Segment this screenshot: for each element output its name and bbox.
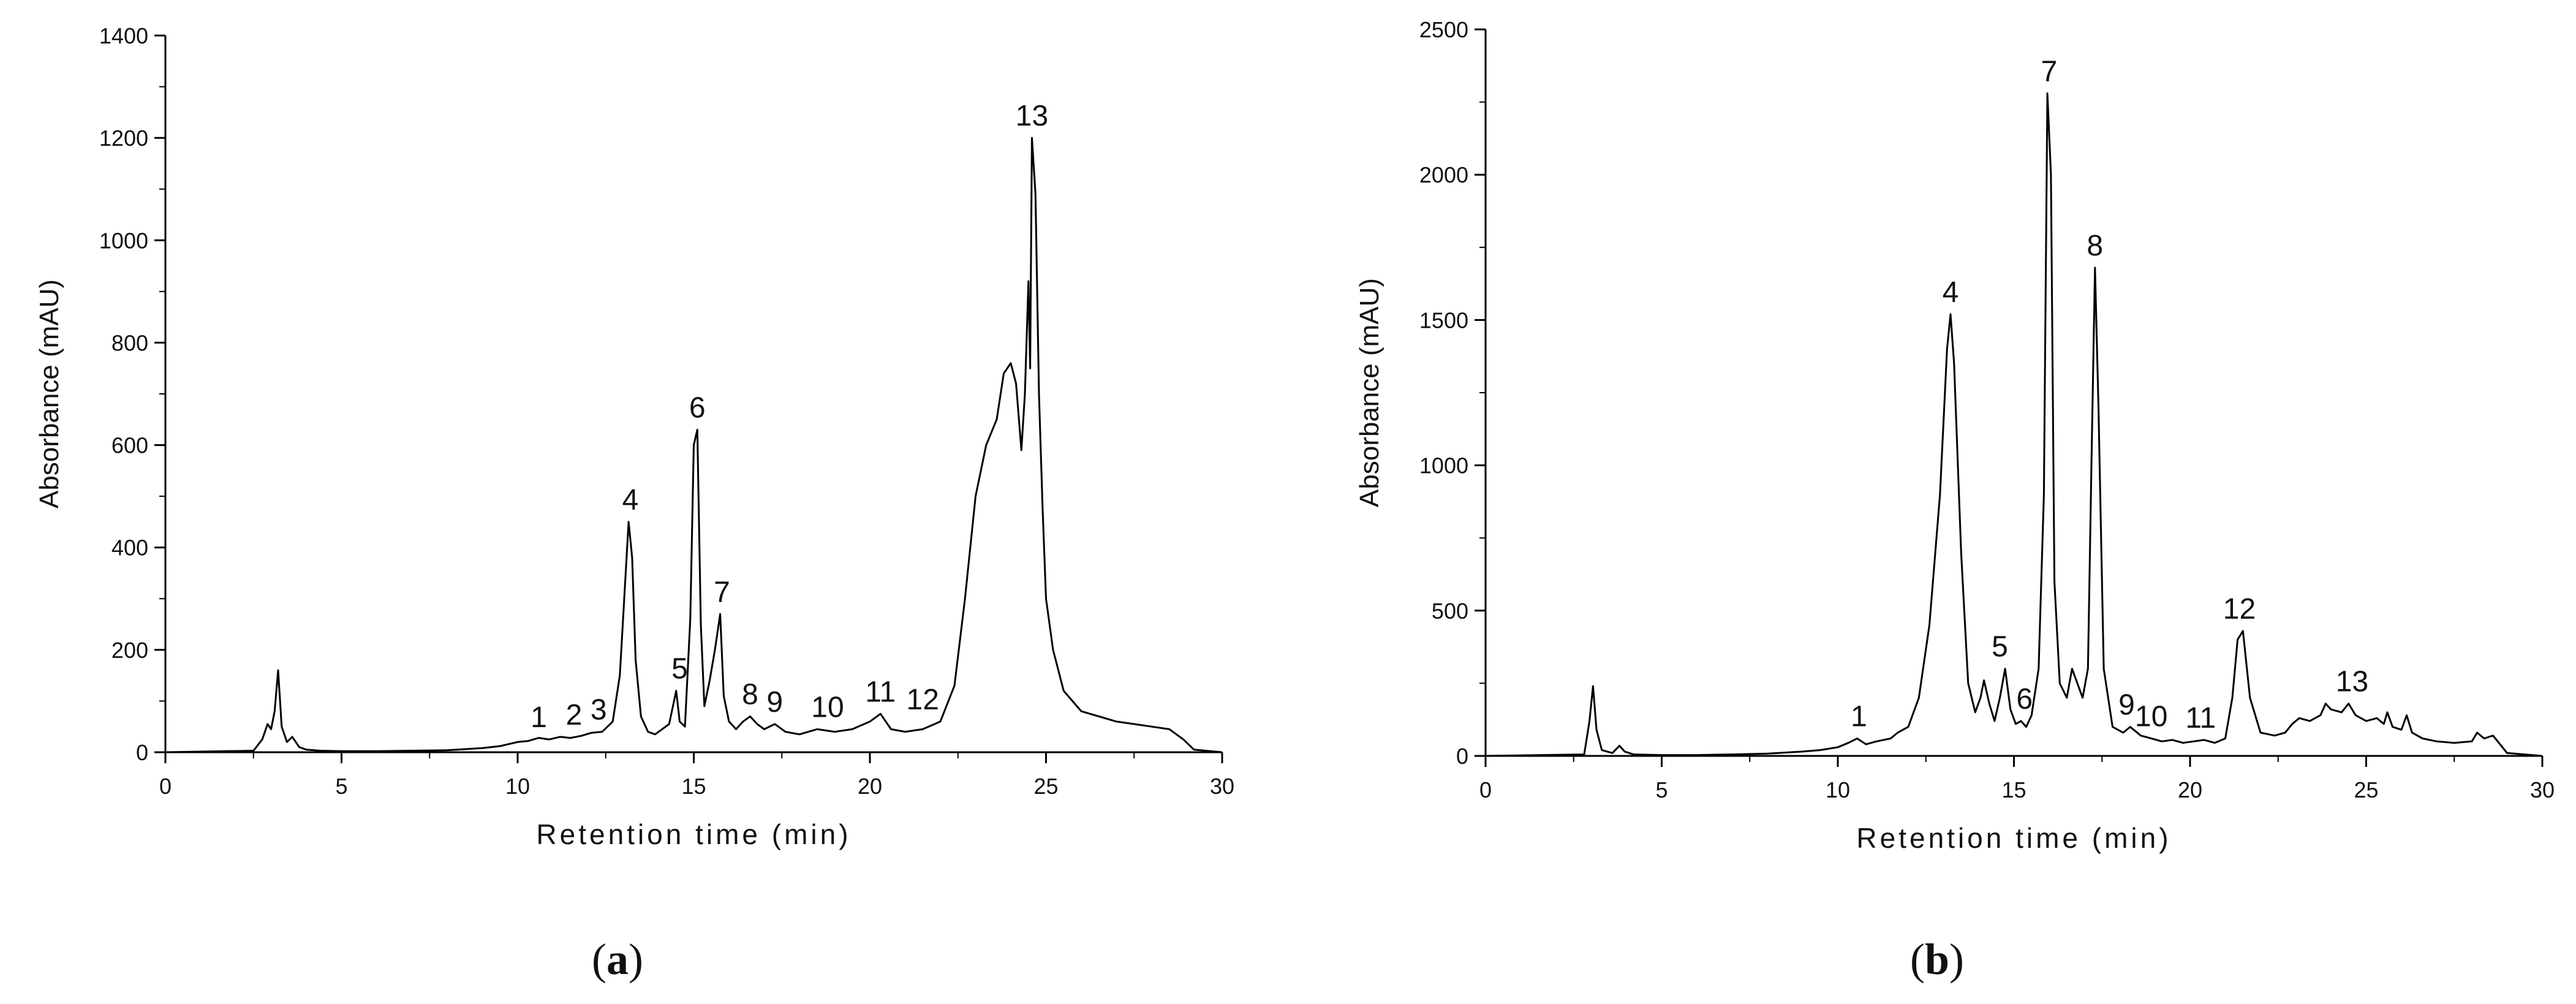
chart-b-peak-label: 6 xyxy=(2016,683,2033,715)
chart-a-peak-label: 10 xyxy=(811,691,844,723)
chart-b-peak-label: 12 xyxy=(2223,593,2256,625)
chart-a-y-tick-label: 1200 xyxy=(99,126,148,151)
chart-b-peak-label: 5 xyxy=(1992,631,2008,663)
chart-b-y-tick-label: 2500 xyxy=(1419,17,1468,42)
chart-a-peak-label: 11 xyxy=(865,676,896,708)
chart-b-peak-label: 13 xyxy=(2336,666,2368,698)
chart-a-x-tick-label: 5 xyxy=(335,774,347,799)
chart-panel-b: 0 5 10 15 20 25 3005001000150020002500Retentio… xyxy=(1354,17,2555,854)
chart-b-y-tick-label: 1500 xyxy=(1419,308,1468,333)
chart-a-series-line xyxy=(165,137,1223,753)
caption-b-letter: b xyxy=(1925,935,1949,984)
chart-a-peak-label: 1 xyxy=(531,701,547,734)
chart-a-peak-label: 7 xyxy=(714,576,730,608)
chart-b-x-tick-label: 20 xyxy=(2178,777,2202,802)
chart-a-x-tick-label: 15 xyxy=(681,774,706,799)
chart-b-y-tick-label: 1000 xyxy=(1419,453,1468,478)
chart-a-x-tick-label: 20 xyxy=(858,774,882,799)
chart-b-peak-label: 7 xyxy=(2041,55,2058,88)
chart-a-y-tick-label: 600 xyxy=(111,433,148,458)
caption-a: (a) xyxy=(592,935,643,984)
chart-panel-a: 0 5 10 15 20 25 300200400600800100012001400Ret… xyxy=(34,23,1234,850)
chart-b-x-tick-label: 30 xyxy=(2530,777,2555,802)
chart-b-peak-label: 10 xyxy=(2135,701,2167,733)
chart-b-x-tick-label: 15 xyxy=(2001,777,2026,802)
chart-a-y-tick-label: 400 xyxy=(111,535,148,561)
caption-a-letter: a xyxy=(606,935,629,984)
chart-a-x-tick-label: 30 xyxy=(1210,774,1234,799)
chart-a-peak-label: 8 xyxy=(742,679,758,711)
chart-b-peak-label: 9 xyxy=(2118,689,2135,722)
chart-a-peak-label: 12 xyxy=(907,684,939,716)
chart-a-x-tick-label: 10 xyxy=(505,774,530,799)
chart-a-y-tick-label: 1400 xyxy=(99,23,148,48)
chart-b-y-tick-label: 500 xyxy=(1432,598,1468,624)
chart-a-peak-label: 6 xyxy=(689,392,706,425)
chart-b-x-axis-label: Retention time (min) xyxy=(1856,822,2171,854)
chart-b-x-tick-label: 0 xyxy=(1479,777,1492,802)
chart-b-peak-label: 1 xyxy=(1851,701,1867,733)
chart-a-peak-label: 3 xyxy=(591,694,607,727)
chart-a-y-tick-label: 200 xyxy=(111,638,148,663)
chart-b-x-tick-label: 5 xyxy=(1655,777,1668,802)
chart-a-peak-label: 5 xyxy=(671,653,688,685)
chart-a-y-axis-label: Absorbance (mAU) xyxy=(34,279,64,508)
chart-a-x-tick-label: 0 xyxy=(159,774,172,799)
caption-b: (b) xyxy=(1910,935,1964,984)
chart-a-y-tick-label: 1000 xyxy=(99,228,148,253)
chart-b-series-line xyxy=(1485,92,2543,757)
chart-b-peak-label: 11 xyxy=(2185,702,2216,734)
chart-b-peak-label: 4 xyxy=(1943,276,1959,309)
chart-b-x-tick-label: 25 xyxy=(2354,777,2378,802)
chart-a-peak-label: 13 xyxy=(1016,100,1048,132)
chart-a-peak-label: 2 xyxy=(566,699,583,731)
chart-a-peak-label: 4 xyxy=(622,484,639,516)
chart-b-peak-label: 8 xyxy=(2087,230,2103,262)
chart-b-y-axis-label: Absorbance (mAU) xyxy=(1354,278,1384,507)
chart-b-x-tick-label: 10 xyxy=(1826,777,1850,802)
chart-a-y-tick-label: 0 xyxy=(136,740,148,765)
chart-b-y-tick-label: 2000 xyxy=(1419,162,1468,187)
chart-a-x-axis-label: Retention time (min) xyxy=(536,818,851,850)
chart-b-y-tick-label: 0 xyxy=(1456,744,1468,769)
chart-a-y-tick-label: 800 xyxy=(111,330,148,355)
chart-a-peak-label: 9 xyxy=(766,686,783,719)
chart-a-x-tick-label: 25 xyxy=(1033,774,1058,799)
